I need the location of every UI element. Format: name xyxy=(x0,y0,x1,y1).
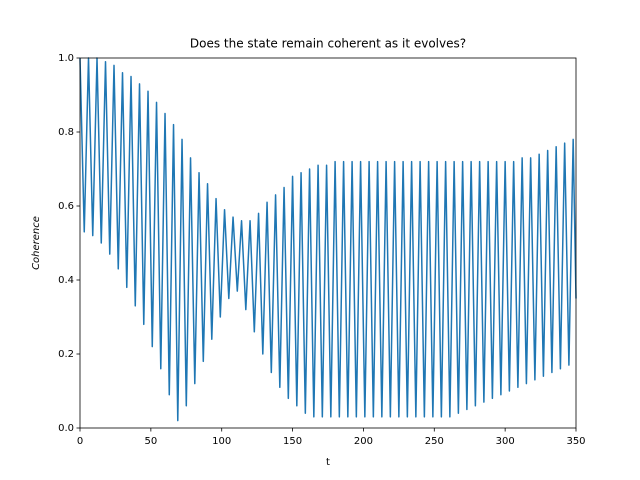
x-tick-label: 0 xyxy=(77,436,83,447)
x-tick-label: 150 xyxy=(283,436,302,447)
y-tick-label: 0.2 xyxy=(58,349,74,360)
y-tick-label: 0.4 xyxy=(58,275,74,286)
x-tick-label: 50 xyxy=(144,436,157,447)
chart-title: Does the state remain coherent as it evo… xyxy=(190,37,466,51)
x-axis-label: t xyxy=(326,457,330,468)
x-tick-label: 200 xyxy=(354,436,373,447)
y-tick-label: 0.8 xyxy=(58,127,74,138)
y-tick-label: 0.6 xyxy=(58,201,74,212)
x-tick-label: 350 xyxy=(566,436,585,447)
plot-frame xyxy=(79,57,577,429)
x-tick-label: 300 xyxy=(496,436,515,447)
x-tick-label: 100 xyxy=(212,436,231,447)
y-axis-label: Coherence xyxy=(31,216,42,270)
y-tick-label: 0.0 xyxy=(58,423,74,434)
x-tick-label: 250 xyxy=(425,436,444,447)
y-tick-label: 1.0 xyxy=(58,53,74,64)
data-line xyxy=(79,57,577,422)
